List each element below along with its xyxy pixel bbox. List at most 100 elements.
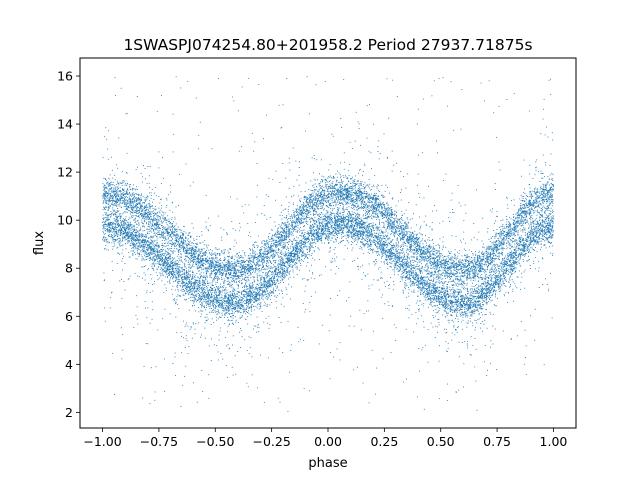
data-point [162, 227, 164, 228]
data-point [245, 310, 247, 312]
data-point [204, 316, 206, 318]
data-point [132, 242, 134, 244]
data-point [181, 288, 183, 290]
data-point [154, 219, 156, 221]
data-point [275, 241, 276, 243]
data-point [423, 256, 425, 258]
data-point [204, 299, 206, 301]
data-point [438, 277, 439, 279]
data-point [242, 312, 244, 314]
data-point [148, 226, 150, 228]
data-point [116, 263, 118, 265]
data-point [348, 325, 350, 327]
data-point [541, 225, 543, 227]
data-point [303, 254, 305, 256]
data-point [475, 305, 477, 307]
data-point [345, 193, 346, 195]
data-point [160, 198, 162, 200]
data-point [450, 314, 452, 316]
data-point [483, 247, 485, 249]
data-point [369, 213, 370, 215]
data-point [509, 243, 511, 245]
data-point [404, 227, 406, 229]
data-point [439, 252, 441, 254]
data-point [432, 210, 434, 212]
data-point [136, 240, 138, 241]
data-point [523, 200, 525, 202]
data-point [182, 241, 184, 243]
data-point [339, 290, 341, 292]
data-point [515, 267, 517, 269]
data-point [335, 222, 336, 224]
data-point [538, 195, 540, 197]
data-point [403, 251, 405, 253]
data-point [160, 183, 162, 184]
data-point [178, 239, 180, 241]
data-point [457, 311, 458, 313]
data-point [547, 231, 549, 233]
data-point [450, 272, 452, 274]
data-point [197, 270, 199, 272]
data-point [191, 242, 193, 244]
data-point [437, 262, 439, 264]
data-point [435, 325, 437, 327]
data-point [526, 220, 528, 222]
data-point [409, 276, 411, 278]
data-point [499, 244, 501, 246]
data-point [370, 206, 372, 208]
data-point [420, 249, 422, 250]
data-point [448, 322, 450, 324]
data-point [296, 209, 297, 211]
data-point [517, 250, 519, 252]
data-point [144, 274, 146, 276]
data-point [330, 262, 332, 263]
data-point [213, 279, 215, 281]
data-point [193, 243, 195, 245]
data-point [256, 326, 258, 328]
data-point [146, 290, 148, 292]
data-point [525, 199, 527, 201]
data-point [108, 225, 110, 227]
data-point [202, 288, 204, 290]
data-point [392, 228, 394, 230]
data-point [223, 266, 225, 268]
data-point [167, 258, 169, 260]
data-point [336, 180, 338, 182]
data-point [332, 196, 334, 198]
data-point [185, 266, 186, 268]
data-point [346, 183, 348, 185]
data-point [403, 254, 405, 256]
data-point [480, 296, 482, 297]
data-point [263, 279, 265, 281]
data-point [322, 213, 324, 215]
data-point [223, 285, 225, 287]
data-point [197, 280, 199, 282]
data-point [397, 271, 399, 272]
data-point [480, 267, 482, 269]
data-point [334, 200, 336, 202]
data-point [312, 218, 314, 219]
data-point [227, 284, 228, 285]
data-point [392, 221, 394, 223]
data-point [386, 250, 388, 252]
data-point [156, 269, 158, 270]
data-point [328, 236, 330, 238]
data-point [429, 276, 431, 278]
data-point [444, 290, 446, 292]
data-point [404, 221, 406, 223]
data-point [548, 79, 550, 81]
data-point [401, 256, 403, 258]
data-point [363, 246, 365, 248]
data-point [521, 209, 523, 211]
data-point [232, 290, 234, 292]
data-point [509, 238, 511, 240]
data-point [150, 238, 152, 240]
data-point [450, 259, 452, 261]
data-point [196, 244, 198, 246]
data-point [153, 214, 155, 216]
data-point [356, 203, 358, 204]
data-point [418, 268, 420, 270]
data-point [537, 242, 539, 244]
data-point [528, 246, 530, 247]
data-point [518, 245, 520, 247]
